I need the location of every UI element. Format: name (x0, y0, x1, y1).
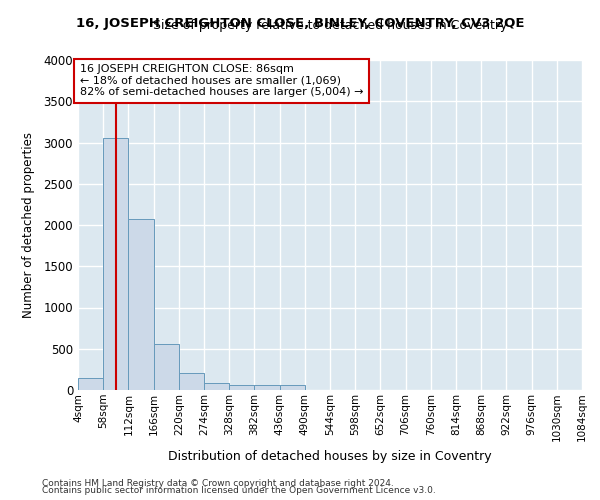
Text: 16 JOSEPH CREIGHTON CLOSE: 86sqm
← 18% of detached houses are smaller (1,069)
82: 16 JOSEPH CREIGHTON CLOSE: 86sqm ← 18% o… (80, 64, 364, 98)
Y-axis label: Number of detached properties: Number of detached properties (22, 132, 35, 318)
Text: 16, JOSEPH CREIGHTON CLOSE, BINLEY, COVENTRY, CV3 2QE: 16, JOSEPH CREIGHTON CLOSE, BINLEY, COVE… (76, 18, 524, 30)
Bar (103, 138, 128, 390)
Title: Size of property relative to detached houses in Coventry: Size of property relative to detached ho… (153, 20, 507, 32)
Bar (154, 344, 179, 390)
Bar (254, 386, 280, 390)
Bar (179, 372, 204, 390)
Bar (280, 386, 305, 390)
X-axis label: Distribution of detached houses by size in Coventry: Distribution of detached houses by size … (168, 450, 492, 462)
Bar (229, 385, 254, 390)
Text: Contains HM Land Registry data © Crown copyright and database right 2024.: Contains HM Land Registry data © Crown c… (42, 478, 394, 488)
Bar (78, 378, 103, 390)
Text: Contains public sector information licensed under the Open Government Licence v3: Contains public sector information licen… (42, 486, 436, 495)
Bar (128, 219, 154, 390)
Bar (204, 384, 229, 390)
